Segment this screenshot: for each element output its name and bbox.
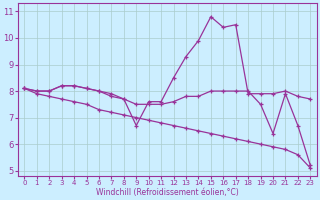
X-axis label: Windchill (Refroidissement éolien,°C): Windchill (Refroidissement éolien,°C): [96, 188, 239, 197]
